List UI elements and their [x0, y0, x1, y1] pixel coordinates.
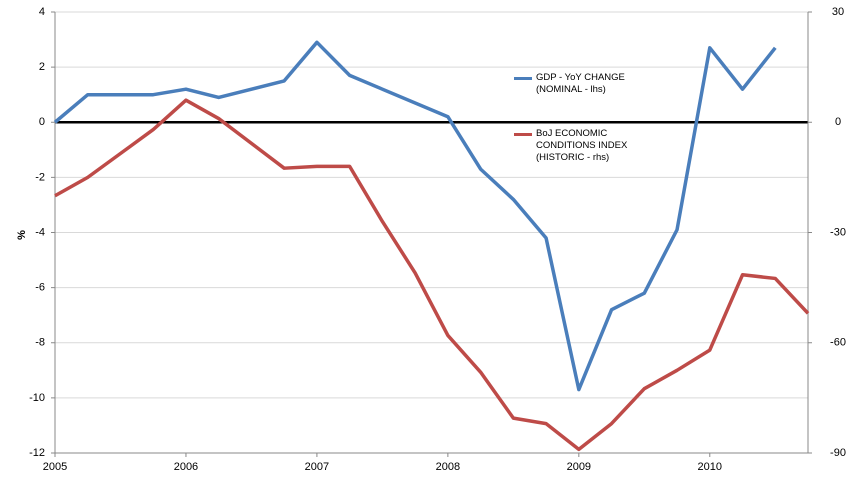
legend-entry: GDP - YoY CHANGE (NOMINAL - lhs) — [514, 72, 646, 96]
y2-tick-label: 0 — [835, 116, 841, 128]
y-tick-label: 2 — [39, 61, 45, 73]
x-tick-label: 2010 — [698, 461, 722, 473]
legend-entry: BoJ ECONOMIC CONDITIONS INDEX (HISTORIC … — [514, 128, 634, 164]
series-line — [54, 98, 810, 452]
series-line — [53, 40, 777, 392]
y-tick-label: -10 — [29, 392, 45, 404]
y-tick-label: 4 — [39, 6, 45, 18]
legend-swatch — [514, 133, 532, 136]
y2-tick-label: -90 — [830, 447, 846, 459]
x-tick-label: 2009 — [567, 461, 591, 473]
y-tick-label: -4 — [35, 226, 45, 238]
y2-tick-label: -60 — [830, 337, 846, 349]
x-tick-label: 2005 — [43, 461, 67, 473]
y-axis-title: % — [16, 230, 28, 240]
y-tick-label: -2 — [35, 171, 45, 183]
y-tick-label: 0 — [39, 116, 45, 128]
x-tick-label: 2008 — [436, 461, 460, 473]
y-tick-label: -6 — [35, 282, 45, 294]
y2-tick-label: 30 — [832, 6, 844, 18]
legend-label: BoJ ECONOMIC CONDITIONS INDEX (HISTORIC … — [536, 128, 628, 163]
x-tick-label: 2007 — [305, 461, 329, 473]
y2-tick-label: -30 — [830, 226, 846, 238]
y-tick-label: -12 — [29, 447, 45, 459]
legend-label: GDP - YoY CHANGE (NOMINAL - lhs) — [536, 72, 625, 95]
legend-swatch — [514, 77, 532, 80]
y-tick-label: -8 — [35, 337, 45, 349]
x-tick-label: 2006 — [174, 461, 198, 473]
